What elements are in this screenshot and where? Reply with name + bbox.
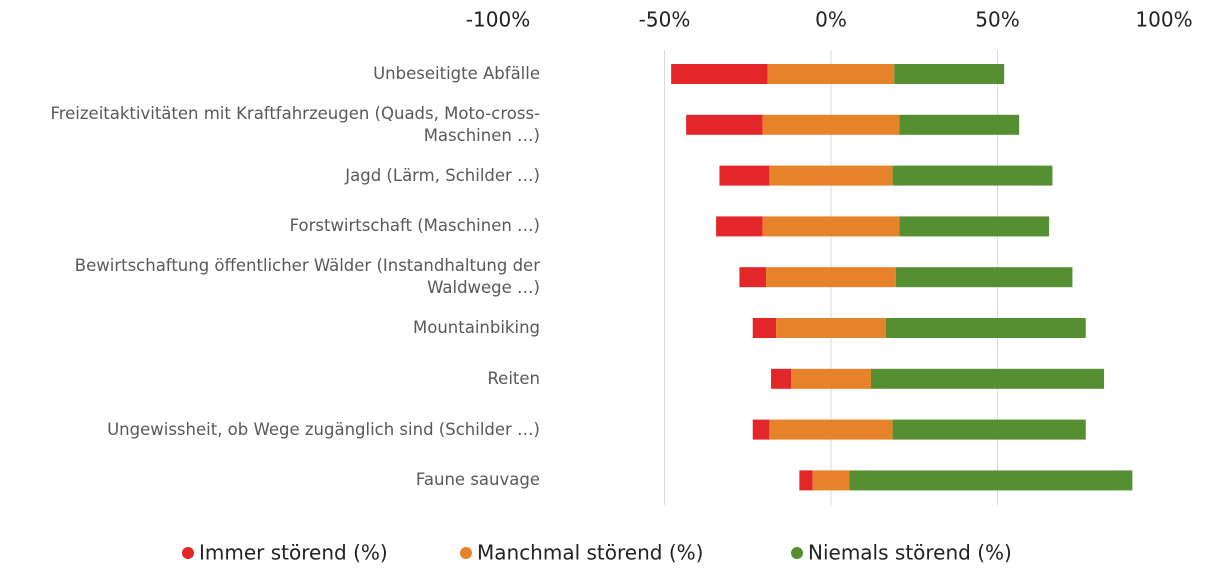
bar-segment xyxy=(885,318,1086,338)
category-label: Mountainbiking xyxy=(413,318,540,337)
bar-segment xyxy=(769,419,893,440)
legend-label: Manchmal störend (%) xyxy=(477,541,703,565)
category-label: Ungewissheit, ob Wege zugänglich sind (S… xyxy=(107,419,540,439)
x-tick-label: 0% xyxy=(815,8,847,32)
x-tick-label: 50% xyxy=(975,8,1019,32)
category-label: Unbeseitigte Abfälle xyxy=(373,64,540,83)
category-label: Reiten xyxy=(487,368,540,388)
bar-segment xyxy=(716,216,763,237)
legend-swatch xyxy=(791,547,803,559)
bar-segment xyxy=(870,368,1105,389)
legend-label: Immer störend (%) xyxy=(199,541,388,565)
category-label: Freizeitaktivitäten mit Kraftfahrzeugen … xyxy=(50,103,540,145)
bar-segment xyxy=(899,216,1050,237)
x-tick-label: -50% xyxy=(639,8,691,32)
bar-segment xyxy=(776,318,886,338)
bar-segment xyxy=(895,267,1073,288)
bar-segment xyxy=(766,267,896,288)
category-label: Faune sauvage xyxy=(415,470,540,490)
bar-segment xyxy=(771,368,792,389)
bar-segment xyxy=(686,114,763,135)
bar-segment xyxy=(752,419,770,440)
legend-label: Niemals störend (%) xyxy=(808,541,1012,565)
legend-swatch xyxy=(460,547,472,559)
bar-segment xyxy=(799,470,813,491)
category-label: Jagd (Lärm, Schilder …) xyxy=(345,165,540,185)
category-label: Bewirtschaftung öffentlicher Wälder (Ins… xyxy=(74,256,540,298)
bar-segment xyxy=(812,470,850,491)
legend-swatch xyxy=(182,547,194,559)
bar-segment xyxy=(791,368,871,389)
bar-segment xyxy=(894,64,1005,84)
x-tick-label: -100% xyxy=(466,8,530,32)
bar-segment xyxy=(849,470,1133,491)
bar-segment xyxy=(892,165,1053,186)
bar-segment xyxy=(762,114,900,135)
bar-segment xyxy=(752,318,777,338)
bar-segment xyxy=(899,114,1020,135)
bar-segment xyxy=(719,165,770,186)
bar-segment xyxy=(767,64,895,84)
bar-segment xyxy=(762,216,900,237)
bar-segment xyxy=(892,419,1086,440)
bar-segment xyxy=(739,267,767,288)
x-tick-label: 100% xyxy=(1135,8,1192,32)
bar-segment xyxy=(769,165,893,186)
category-label: Forstwirtschaft (Maschinen …) xyxy=(289,216,540,236)
bar-segment xyxy=(671,64,768,84)
